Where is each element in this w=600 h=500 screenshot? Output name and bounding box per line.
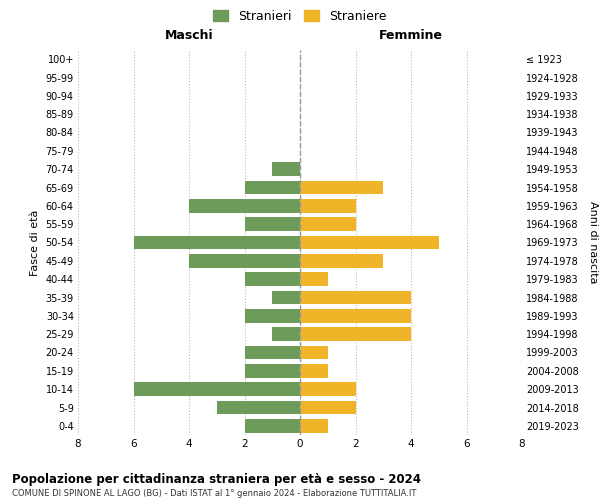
Legend: Stranieri, Straniere: Stranieri, Straniere: [209, 6, 391, 26]
Bar: [272, 290, 300, 304]
Bar: [300, 346, 328, 360]
Bar: [300, 400, 355, 414]
Bar: [300, 328, 411, 341]
Text: Maschi: Maschi: [164, 30, 214, 43]
Bar: [300, 236, 439, 250]
Text: Popolazione per cittadinanza straniera per età e sesso - 2024: Popolazione per cittadinanza straniera p…: [12, 472, 421, 486]
Bar: [300, 382, 355, 396]
Bar: [189, 254, 300, 268]
Bar: [133, 236, 300, 250]
Bar: [189, 199, 300, 212]
Text: COMUNE DI SPINONE AL LAGO (BG) - Dati ISTAT al 1° gennaio 2024 - Elaborazione TU: COMUNE DI SPINONE AL LAGO (BG) - Dati IS…: [12, 489, 416, 498]
Bar: [300, 180, 383, 194]
Bar: [300, 309, 411, 322]
Bar: [300, 272, 328, 286]
Bar: [245, 218, 300, 231]
Bar: [245, 309, 300, 322]
Bar: [300, 419, 328, 432]
Bar: [300, 364, 328, 378]
Y-axis label: Anni di nascita: Anni di nascita: [589, 201, 598, 284]
Bar: [133, 382, 300, 396]
Y-axis label: Fasce di età: Fasce di età: [30, 210, 40, 276]
Bar: [272, 328, 300, 341]
Bar: [217, 400, 300, 414]
Bar: [245, 180, 300, 194]
Bar: [272, 162, 300, 176]
Bar: [300, 218, 355, 231]
Bar: [245, 272, 300, 286]
Bar: [300, 254, 383, 268]
Text: Femmine: Femmine: [379, 30, 443, 43]
Bar: [300, 290, 411, 304]
Bar: [300, 199, 355, 212]
Bar: [245, 346, 300, 360]
Bar: [245, 419, 300, 432]
Bar: [245, 364, 300, 378]
